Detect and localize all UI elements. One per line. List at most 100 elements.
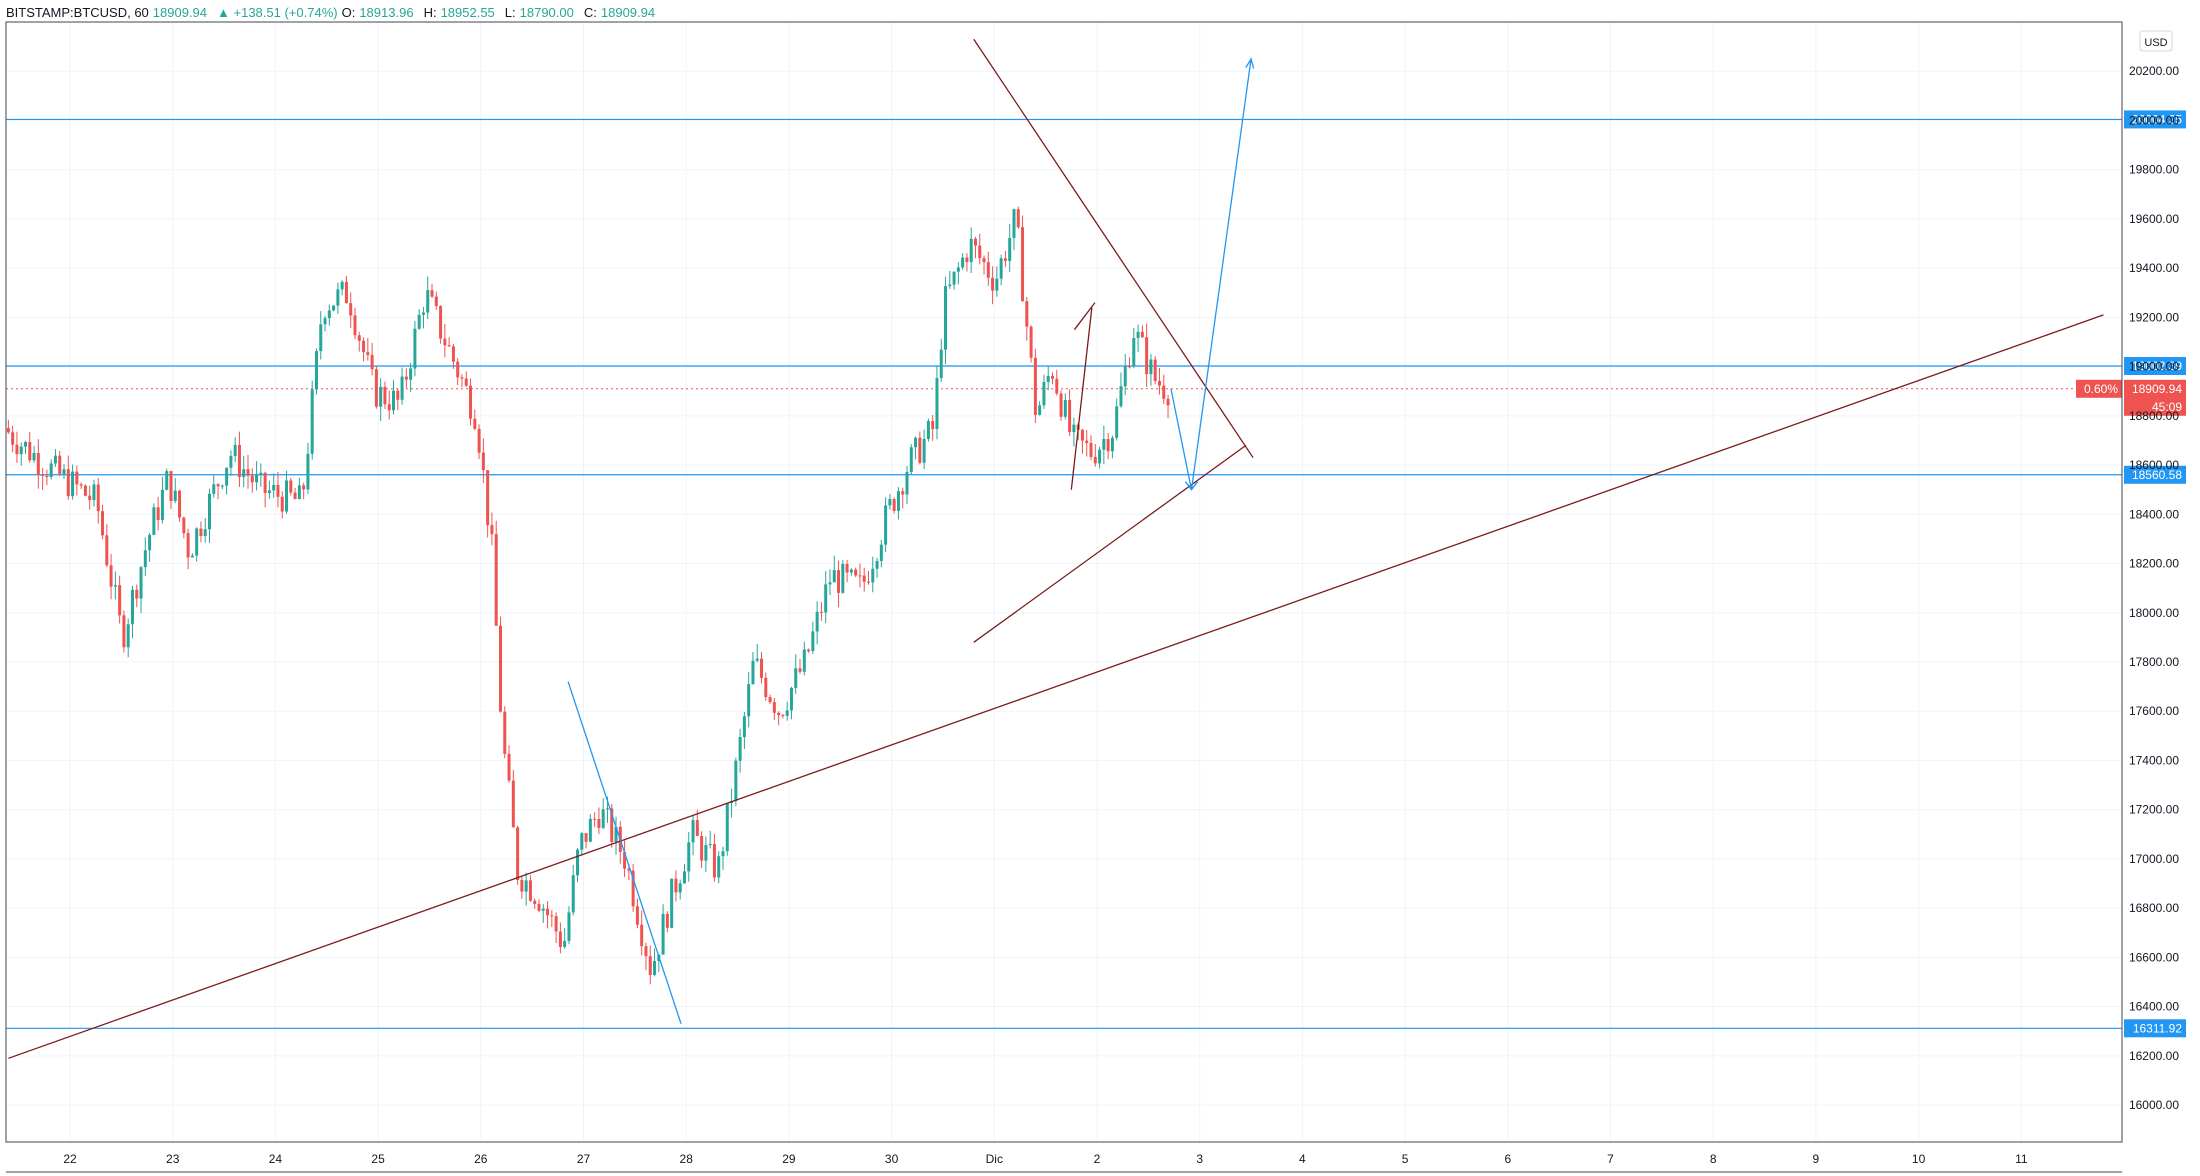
candle (751, 651, 755, 685)
candle (541, 904, 545, 923)
candle (1119, 372, 1123, 408)
candle-body (481, 452, 485, 471)
trendline-triangle-upper[interactable] (973, 38, 1254, 459)
trendlines[interactable] (8, 38, 2104, 1059)
candle (999, 254, 1003, 286)
candle-body (648, 956, 652, 975)
candle-body (1085, 440, 1089, 443)
candle-body (130, 589, 134, 625)
projection-path[interactable] (1170, 58, 1252, 490)
candle-body (554, 916, 558, 932)
candle-body (623, 852, 627, 869)
candle (96, 477, 100, 524)
currency-button[interactable]: USD (2139, 30, 2173, 52)
time-axis[interactable]: 22 23 24 25 26 27 28 29 30 Dic 2 3 4 5 6 7 8 9 10 11 (63, 1152, 2028, 1166)
candle-body (802, 649, 806, 672)
candle-body (978, 245, 982, 259)
candle (824, 571, 828, 624)
countdown-label: 45:09 (2152, 400, 2182, 414)
candle-body (357, 335, 361, 341)
currency-label[interactable]: USD (2144, 37, 2167, 49)
candle-body (464, 378, 468, 386)
candle-body (948, 284, 952, 287)
candle (404, 368, 408, 389)
candle-body (263, 472, 267, 494)
candle (15, 431, 19, 463)
candle-body (75, 471, 79, 485)
candle (430, 283, 434, 298)
candle (11, 425, 15, 453)
candle (1016, 206, 1020, 230)
candle-body (665, 913, 669, 928)
candle (417, 309, 421, 330)
candle-body (1145, 337, 1149, 375)
candle (1102, 425, 1106, 464)
candle (122, 610, 126, 653)
projection-arrow[interactable] (1170, 57, 1255, 491)
candle-body (1162, 385, 1166, 399)
candle-body (858, 575, 862, 577)
trendline-long-rising-support[interactable] (8, 314, 2104, 1059)
candle (507, 745, 511, 783)
candle (871, 556, 875, 593)
price-axis[interactable]: 16000.00 16200.00 16400.00 16600.00 16800.00… (2129, 64, 2179, 1112)
candle (242, 455, 246, 488)
candle (469, 378, 473, 426)
candle-body (849, 569, 853, 573)
candle (1110, 435, 1114, 459)
candle-body (126, 624, 130, 648)
candle (135, 584, 139, 608)
candle-body (426, 290, 430, 313)
candle (905, 466, 909, 505)
candle (610, 803, 614, 848)
candle (319, 311, 323, 360)
candle-body (1136, 331, 1140, 339)
candle-body (777, 712, 781, 716)
trendline-small-flag-right[interactable] (1073, 302, 1096, 331)
candle-body (165, 471, 169, 490)
candle (918, 431, 922, 465)
percent-label: 0.60% (2084, 382, 2118, 396)
price-tick-label: 20000.00 (2129, 113, 2179, 127)
low-label: L: (504, 4, 516, 20)
candle-body (781, 715, 785, 717)
candle (862, 567, 866, 592)
trendline-small-flag-left[interactable] (1070, 307, 1093, 490)
candle-body (36, 452, 40, 475)
symbol-label[interactable]: BITSTAMP:BTCUSD, 60 (6, 4, 149, 20)
candle-body (302, 485, 306, 490)
horizontal-levels[interactable]: 20004.25 19002.39 18560.58 16311.92 0.60% 189… (6, 110, 2186, 1038)
candle (486, 470, 490, 538)
candle (888, 493, 892, 510)
candle (1059, 390, 1063, 421)
candle (203, 518, 207, 543)
candle-body (896, 491, 900, 511)
candle (742, 711, 746, 749)
candle-body (1029, 326, 1033, 358)
candle (344, 276, 348, 304)
price-tick-label: 18000.00 (2129, 606, 2179, 620)
candle-body (614, 826, 618, 843)
candle (148, 533, 152, 562)
candle-body (507, 753, 511, 781)
candle-body (374, 369, 378, 407)
candle (160, 476, 164, 524)
trendline-falling-line-nov27[interactable] (567, 681, 682, 1025)
candle-body (250, 475, 254, 483)
trendline-triangle-lower[interactable] (973, 444, 1247, 643)
candle-body (336, 289, 340, 306)
candle (314, 348, 318, 395)
candle (623, 840, 627, 878)
candle-body (237, 444, 241, 478)
candle-body (533, 900, 537, 905)
candle (421, 306, 425, 329)
level-price-tag (2124, 465, 2186, 484)
candle-body (785, 710, 789, 716)
candle-body (71, 471, 75, 497)
candle (961, 253, 965, 270)
candle (948, 270, 952, 289)
candle (383, 381, 387, 410)
candle (310, 380, 314, 460)
candle (494, 520, 498, 627)
